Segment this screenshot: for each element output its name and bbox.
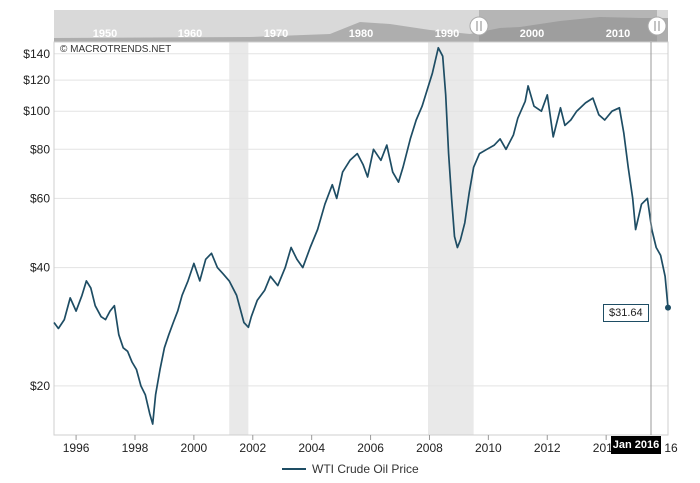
y-tick-label: $40: [30, 261, 50, 275]
value-tooltip: $31.64: [603, 304, 649, 322]
x-tick-label: 2012: [534, 441, 561, 455]
x-tick-label: 2002: [239, 441, 266, 455]
y-tick-label: $120: [23, 73, 50, 87]
recession-band-0: [229, 42, 249, 435]
y-tick-label: $60: [30, 191, 50, 205]
navigator-decade-label: 1990: [435, 28, 459, 40]
navigator-handle-right[interactable]: [647, 16, 667, 36]
recession-band-1: [427, 42, 474, 435]
navigator-decade-label: 1950: [93, 28, 117, 40]
navigator-decade-label: 1960: [178, 28, 202, 40]
date-badge: Jan 2016: [611, 436, 661, 454]
x-tick-label: 2010: [475, 441, 502, 455]
x-tick-label: 2000: [181, 441, 208, 455]
navigator-bar[interactable]: 1950 1960 1970 1980 1990 2000 2010: [54, 10, 668, 42]
navigator-handle-left[interactable]: [469, 16, 489, 36]
y-tick-label: $100: [23, 104, 50, 118]
y-tick-label: $80: [30, 142, 50, 156]
y-tick-label: $140: [23, 47, 50, 61]
x-tick-label: 1996: [63, 441, 90, 455]
x-tick-label: 2004: [298, 441, 325, 455]
navigator-decade-label: 1980: [349, 28, 373, 40]
plot-area-border: [53, 41, 669, 436]
navigator-decade-label: 2000: [520, 28, 544, 40]
copyright-text: © MACROTRENDS.NET: [60, 44, 172, 55]
navigator-decade-label: 1970: [264, 28, 288, 40]
legend-swatch: [282, 468, 306, 470]
last-data-point: [665, 304, 671, 311]
x-tick-label: 2006: [357, 441, 384, 455]
navigator-area: [54, 17, 668, 42]
y-tick-label: $20: [30, 379, 50, 393]
x-tick-label: 16: [664, 441, 678, 455]
x-tick-label: 2008: [416, 441, 443, 455]
legend[interactable]: WTI Crude Oil Price: [282, 462, 419, 476]
navigator-decade-label: 2010: [606, 28, 630, 40]
x-tick-label: 1998: [122, 441, 149, 455]
series-line-wti-crude-oil-price: [53, 46, 669, 425]
legend-label: WTI Crude Oil Price: [312, 462, 419, 476]
